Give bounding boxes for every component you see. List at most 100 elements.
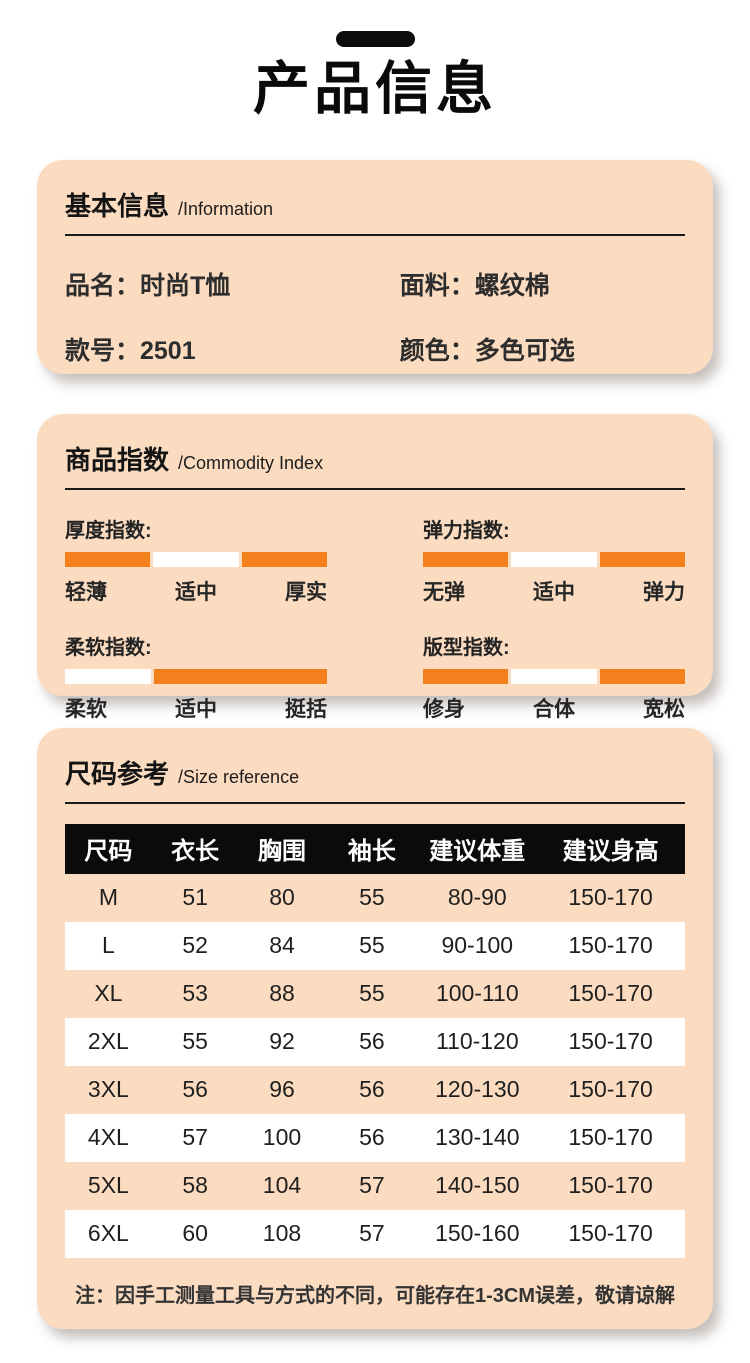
index-scale-label: 修身 [423,697,465,721]
commodity-index-card: 商品指数 /Commodity Index 厚度指数: 轻薄 适中 厚实 弹力指数: 无弹… [37,413,713,721]
divider [65,233,685,236]
table-cell: 57 [359,1172,385,1199]
table-cell: 150-170 [568,1172,653,1199]
size-table-header-cell: 胸围 [238,823,326,874]
index-scale-label: 无弹 [423,580,465,604]
commodity-index-item: 厚度指数: 轻薄 适中 厚实 [65,514,327,606]
index-scale-label: 弹力 [643,580,685,604]
table-cell: 56 [182,1076,208,1103]
table-row: M 51 80 55 80-90 150-170 [65,874,685,922]
info-field: 面料：螺纹棉 [399,271,550,300]
table-cell: 150-160 [435,1220,520,1247]
index-scale-label: 柔软 [65,697,107,721]
index-bar [423,668,685,684]
index-scale-label: 挺括 [285,697,327,721]
size-reference-header: 尺码参考 /Size reference [65,754,685,791]
table-cell: 150-170 [568,932,653,959]
table-cell: 57 [359,1220,385,1247]
index-grid: 厚度指数: 轻薄 适中 厚实 弹力指数: 无弹 适中 弹力 柔软指数: 柔软 适中 挺括 版型指数: 修身… [65,514,685,723]
table-cell: 55 [359,980,385,1007]
table-cell: 56 [359,1076,385,1103]
basic-info-card: 基本信息 /Information 品名：时尚T恤 面料：螺纹棉 款号：2501 颜色… [37,159,713,374]
size-table-header-cell: 建议体重 [418,823,537,874]
index-bar-segment [599,668,685,684]
table-cell: 120-130 [435,1076,520,1103]
basic-info-subtitle-en: /Information [178,198,274,219]
measurement-note: 注：因手工测量工具与方式的不同，可能存在1-3CM误差，敬请谅解 [74,1284,675,1307]
table-cell: 104 [262,1172,302,1199]
index-label: 弹力指数: [423,519,510,542]
index-scale-label: 合体 [533,697,575,721]
table-cell: 88 [269,980,295,1007]
index-scale: 无弹 适中 弹力 [423,576,685,606]
table-cell: 108 [262,1220,302,1247]
index-bar [65,551,327,567]
table-row: 4XL 57 100 56 130-140 150-170 [65,1113,685,1162]
table-cell: 53 [182,980,208,1007]
index-label: 厚度指数: [65,519,152,542]
size-reference-title: 尺码参考 [65,758,170,789]
table-cell: 51 [182,884,208,911]
table-cell: 56 [359,1028,385,1055]
table-cell: 140-150 [435,1172,520,1199]
table-row: 5XL 58 104 57 140-150 150-170 [65,1162,685,1210]
commodity-index-item: 弹力指数: 无弹 适中 弹力 [423,514,685,606]
size-table-header-cell: 袖长 [325,823,419,874]
table-cell: 150-170 [568,980,653,1007]
basic-info-header: 基本信息 /Information [65,186,685,223]
page-title: 产品信息 [253,57,497,121]
table-row: 6XL 60 108 57 150-160 150-170 [65,1209,685,1258]
table-cell: 150-170 [568,1124,653,1151]
commodity-index-header: 商品指数 /Commodity Index [65,440,685,477]
index-bar-segment [241,551,327,567]
index-scale: 修身 合体 宽松 [423,693,685,723]
index-bar-segment [65,551,151,567]
table-cell: 80 [269,884,295,911]
commodity-index-item: 柔软指数: 柔软 适中 挺括 [65,631,327,723]
index-label: 版型指数: [423,636,510,659]
table-cell: 92 [269,1028,295,1055]
table-cell: 58 [182,1172,208,1199]
info-field: 品名：时尚T恤 [65,271,231,300]
index-bar-segment [511,551,597,567]
commodity-index-item: 版型指数: 修身 合体 宽松 [423,631,685,723]
index-bar-segment [65,668,151,684]
table-cell: 52 [182,932,208,959]
table-cell: 57 [182,1124,208,1151]
index-scale-label: 适中 [533,580,575,604]
table-row: 3XL 56 96 56 120-130 150-170 [65,1066,685,1114]
index-bar [423,551,685,567]
table-cell: 150-170 [568,1220,653,1247]
index-scale-label: 轻薄 [65,580,107,604]
basic-info-title: 基本信息 [65,190,170,221]
info-field: 颜色：多色可选 [399,336,575,365]
divider [65,487,685,490]
table-row: 2XL 55 92 56 110-120 150-170 [65,1017,685,1066]
table-cell: 56 [359,1124,385,1151]
size-table-body: M 51 80 55 80-90 150-170 L 52 84 55 90-100 150-170 X… [65,874,685,1258]
table-cell: 80-90 [447,884,507,911]
table-cell: 55 [359,932,385,959]
table-cell: 150-170 [568,1028,653,1055]
index-bar-segment [423,551,509,567]
table-cell: 3XL [87,1076,129,1103]
table-cell: 5XL [87,1172,129,1199]
index-scale-label: 厚实 [285,580,327,604]
table-cell: 55 [359,884,385,911]
table-row: L 52 84 55 90-100 150-170 [65,921,685,970]
table-row: XL 53 88 55 100-110 150-170 [65,970,685,1018]
size-table-header-cell: 衣长 [151,823,239,874]
size-table-header-cell: 建议身高 [536,823,685,874]
index-bar [65,668,327,684]
index-bar-segment [599,551,685,567]
index-scale-label: 适中 [175,697,217,721]
size-table: 尺码 衣长 胸围 袖长 建议体重 建议身高 M 51 80 55 80-90 150-170 L 52 8… [65,823,685,1258]
table-cell: 130-140 [435,1124,520,1151]
index-scale-label: 适中 [175,580,217,604]
table-cell: 150-170 [568,884,653,911]
table-cell: M [98,884,118,911]
index-bar-segment [511,668,597,684]
table-cell: 100 [262,1124,302,1151]
divider [65,801,685,804]
size-table-header-cell: 尺码 [65,823,152,874]
